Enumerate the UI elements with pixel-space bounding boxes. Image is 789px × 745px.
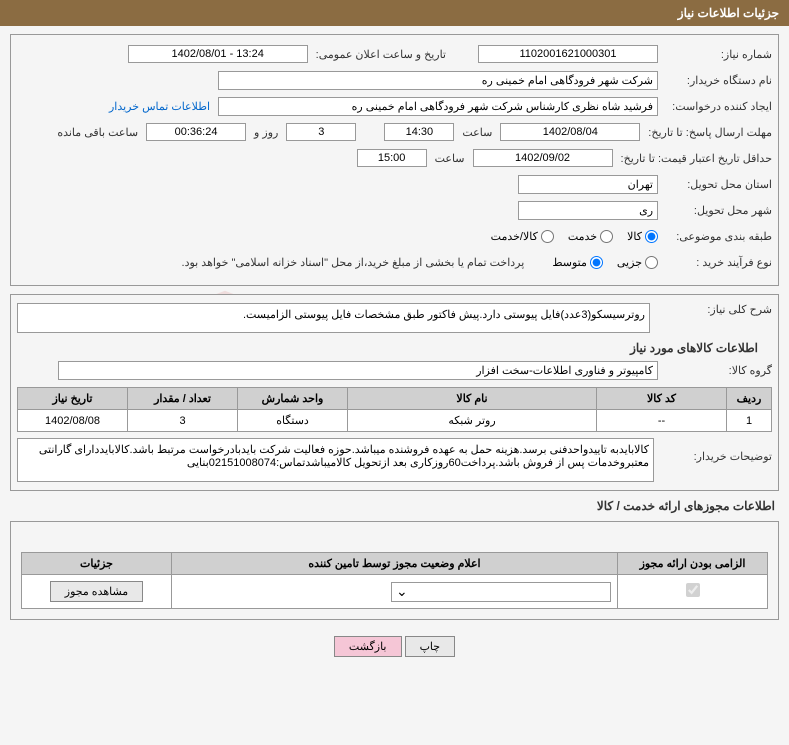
time-label-2: ساعت (431, 152, 469, 165)
permit-row: مشاهده مجوز (22, 575, 768, 609)
th-status: اعلام وضعیت مجوز توسط تامین کننده (172, 553, 618, 575)
th-name: نام کالا (348, 388, 597, 410)
deadline-date: 1402/08/04 (500, 123, 640, 141)
city-label: شهر محل تحویل: (662, 204, 772, 217)
table-row: 1 -- روتر شبکه دستگاه 3 1402/08/08 (18, 410, 772, 432)
radio-both-label: کالا/خدمت (491, 230, 538, 243)
td-unit: دستگاه (238, 410, 348, 432)
process-note: پرداخت تمام یا بخشی از مبلغ خرید،از محل … (182, 256, 525, 269)
buyer-notes-value: کالابایدبه تاییدواحدفنی برسد.هزینه حمل ب… (17, 438, 654, 482)
permits-title: اطلاعات مجوزهای ارائه خدمت / کالا (0, 499, 775, 513)
th-row: ردیف (727, 388, 772, 410)
general-desc-value: روترسیسکو(3عدد)فایل پیوستی دارد.پیش فاکت… (17, 303, 650, 333)
deadline-label: مهلت ارسال پاسخ: تا تاریخ: (644, 126, 772, 139)
contact-buyer-link[interactable]: اطلاعات تماس خریدار (105, 100, 214, 113)
radio-medium[interactable]: متوسط (552, 256, 603, 269)
th-code: کد کالا (597, 388, 727, 410)
td-qty: 3 (128, 410, 238, 432)
th-unit: واحد شمارش (238, 388, 348, 410)
announce-label: تاریخ و ساعت اعلان عمومی: (312, 48, 450, 61)
validity-time: 15:00 (357, 149, 427, 167)
status-select[interactable] (391, 582, 611, 602)
category-label: طبقه بندی موضوعی: (662, 230, 772, 243)
days-label: روز و (250, 126, 282, 139)
main-info-section: شماره نیاز: 1102001621000301 تاریخ و ساع… (10, 34, 779, 286)
td-code: -- (597, 410, 727, 432)
radio-goods[interactable]: کالا (627, 230, 658, 243)
requester-value: فرشید شاه نظری کارشناس شرکت شهر فرودگاهی… (218, 97, 658, 116)
back-button[interactable]: بازگشت (334, 636, 402, 657)
radio-medium-label: متوسط (552, 256, 587, 269)
city-value: ری (518, 201, 658, 220)
remaining-time: 00:36:24 (146, 123, 246, 141)
buyer-org-label: نام دستگاه خریدار: (662, 74, 772, 87)
th-date: تاریخ نیاز (18, 388, 128, 410)
permit-table: الزامی بودن ارائه مجوز اعلام وضعیت مجوز … (21, 552, 768, 609)
province-label: استان محل تحویل: (662, 178, 772, 191)
radio-service-label: خدمت (568, 230, 597, 243)
radio-partial[interactable]: جزیی (617, 256, 658, 269)
time-label-1: ساعت (458, 126, 496, 139)
description-section: شرح کلی نیاز: روترسیسکو(3عدد)فایل پیوستی… (10, 294, 779, 491)
group-value: کامپیوتر و فناوری اطلاعات-سخت افزار (58, 361, 658, 380)
th-details: جزئیات (22, 553, 172, 575)
td-name: روتر شبکه (348, 410, 597, 432)
goods-table: ردیف کد کالا نام کالا واحد شمارش تعداد /… (17, 387, 772, 432)
th-qty: تعداد / مقدار (128, 388, 238, 410)
radio-goods-label: کالا (627, 230, 642, 243)
permits-section: الزامی بودن ارائه مجوز اعلام وضعیت مجوز … (10, 521, 779, 620)
td-row: 1 (727, 410, 772, 432)
general-desc-label: شرح کلی نیاز: (662, 303, 772, 316)
radio-service[interactable]: خدمت (568, 230, 613, 243)
mandatory-checkbox (686, 583, 700, 597)
group-label: گروه کالا: (662, 364, 772, 377)
process-label: نوع فرآیند خرید : (662, 256, 772, 269)
requester-label: ایجاد کننده درخواست: (662, 100, 772, 113)
td-date: 1402/08/08 (18, 410, 128, 432)
print-button[interactable]: چاپ (405, 636, 456, 657)
validity-date: 1402/09/02 (473, 149, 613, 167)
province-value: تهران (518, 175, 658, 194)
need-no-label: شماره نیاز: (662, 48, 772, 61)
view-permit-button[interactable]: مشاهده مجوز (50, 581, 143, 602)
goods-info-title: اطلاعات کالاهای مورد نیاز (17, 341, 758, 355)
announce-value: 1402/08/01 - 13:24 (128, 45, 308, 63)
radio-partial-label: جزیی (617, 256, 642, 269)
remaining-label: ساعت باقی مانده (53, 126, 142, 139)
validity-label: حداقل تاریخ اعتبار قیمت: تا تاریخ: (617, 152, 772, 165)
th-mandatory: الزامی بودن ارائه مجوز (618, 553, 768, 575)
need-no-value: 1102001621000301 (478, 45, 658, 63)
radio-both[interactable]: کالا/خدمت (491, 230, 554, 243)
buyer-org-value: شرکت شهر فرودگاهی امام خمینی ره (218, 71, 658, 90)
buyer-notes-label: توضیحات خریدار: (662, 438, 772, 463)
deadline-time: 14:30 (384, 123, 454, 141)
footer-buttons: چاپ بازگشت (0, 628, 789, 665)
page-header: جزئیات اطلاعات نیاز (0, 0, 789, 26)
days-value: 3 (286, 123, 356, 141)
